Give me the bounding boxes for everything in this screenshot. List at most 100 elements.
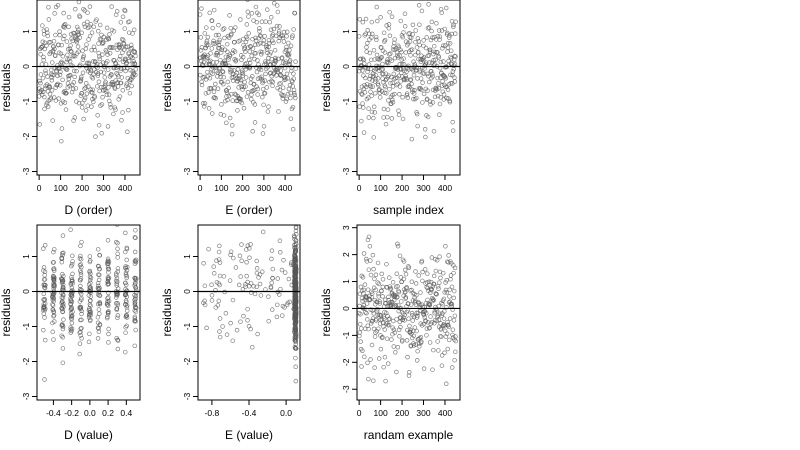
data-point: [60, 278, 66, 283]
data-point: [427, 79, 432, 85]
data-point: [220, 69, 225, 74]
data-point: [60, 335, 65, 340]
data-point: [379, 271, 384, 277]
data-point: [423, 319, 429, 324]
data-point: [125, 129, 130, 135]
data-point: [453, 334, 458, 339]
x-tick-label: -0.4: [46, 408, 61, 418]
data-point: [74, 68, 79, 74]
data-point: [205, 34, 211, 40]
data-point: [288, 43, 294, 49]
data-point: [449, 284, 455, 290]
data-point: [208, 51, 213, 56]
data-point: [371, 47, 377, 53]
data-point: [219, 102, 224, 107]
data-point: [441, 296, 447, 302]
data-point: [204, 25, 209, 30]
data-point: [390, 97, 395, 103]
data-point: [50, 320, 55, 326]
data-point: [437, 37, 442, 42]
data-point: [80, 70, 86, 76]
data-point: [451, 24, 456, 30]
data-point: [60, 346, 66, 351]
data-point: [114, 71, 119, 76]
data-point: [397, 253, 403, 259]
data-point: [236, 85, 241, 90]
x-tick-label: 400: [438, 183, 452, 193]
data-point: [364, 294, 369, 300]
data-point: [260, 131, 266, 136]
data-point: [422, 315, 427, 320]
data-point: [289, 262, 294, 267]
data-point: [52, 46, 57, 52]
data-point: [126, 107, 131, 113]
data-point: [367, 50, 373, 56]
data-point: [370, 291, 375, 296]
data-point: [69, 275, 74, 280]
data-point: [401, 315, 406, 321]
data-point: [256, 12, 262, 17]
data-point: [202, 283, 208, 289]
data-point: [224, 41, 230, 47]
data-point: [221, 26, 227, 31]
data-point: [57, 83, 63, 88]
data-point: [375, 280, 380, 285]
data-point: [371, 115, 376, 121]
data-point: [374, 18, 380, 24]
data-point: [211, 271, 217, 276]
data-point: [55, 81, 61, 87]
data-point: [407, 39, 413, 44]
data-point: [83, 108, 89, 113]
data-point: [106, 303, 111, 308]
data-point: [407, 330, 413, 335]
data-point: [380, 334, 385, 340]
data-point: [409, 47, 415, 52]
x-tick-label: 0.0: [84, 408, 96, 418]
data-point: [267, 52, 272, 57]
data-point: [205, 53, 211, 58]
data-points: [357, 234, 458, 386]
data-point: [45, 74, 50, 79]
data-point: [240, 71, 246, 76]
data-point: [357, 17, 363, 22]
data-point: [59, 323, 64, 328]
data-point: [378, 45, 384, 50]
data-point: [201, 104, 207, 109]
data-point: [265, 109, 271, 114]
data-point: [244, 260, 249, 265]
data-point: [213, 95, 218, 101]
data-point: [124, 83, 129, 88]
data-point: [394, 294, 400, 300]
data-point: [51, 337, 56, 342]
data-point: [120, 110, 125, 115]
data-point: [89, 47, 94, 53]
data-point: [274, 314, 280, 320]
data-point: [247, 57, 252, 63]
data-point: [287, 82, 293, 88]
x-tick-label: 400: [438, 408, 452, 418]
data-point: [207, 10, 212, 16]
data-point: [361, 130, 367, 135]
data-point: [68, 43, 73, 48]
data-point: [364, 301, 370, 306]
data-point: [68, 330, 74, 335]
data-point: [78, 304, 84, 310]
data-point: [114, 273, 119, 278]
data-point: [279, 267, 285, 273]
data-point: [57, 32, 63, 38]
data-point: [124, 273, 129, 279]
data-point: [431, 347, 436, 353]
data-point: [414, 328, 419, 334]
data-point: [233, 25, 238, 30]
data-point: [45, 33, 50, 39]
data-point: [254, 19, 260, 25]
data-point: [393, 46, 399, 51]
data-point: [293, 263, 299, 268]
x-tick-label: 400: [278, 183, 292, 193]
data-point: [419, 87, 424, 93]
data-point: [383, 121, 389, 127]
data-point: [281, 29, 287, 35]
data-point: [61, 293, 66, 298]
data-point: [390, 280, 396, 285]
data-point: [418, 335, 424, 340]
